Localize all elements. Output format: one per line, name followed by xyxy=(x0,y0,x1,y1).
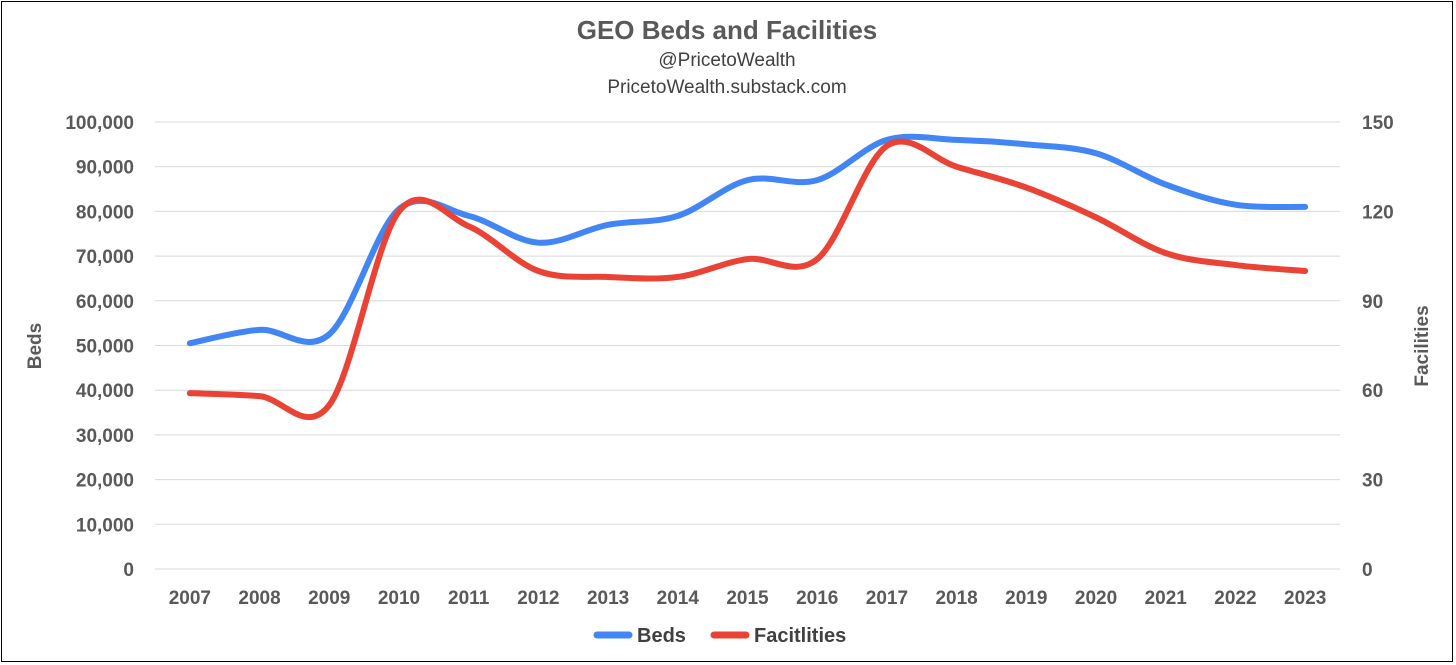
left-axis-title: Beds xyxy=(25,323,46,369)
left-tick-label: 80,000 xyxy=(76,202,134,223)
legend-label-beds: Beds xyxy=(637,625,686,647)
gridlines xyxy=(155,121,1340,570)
left-tick-label: 70,000 xyxy=(76,247,134,268)
x-tick-label: 2013 xyxy=(587,588,629,609)
legend-label-facilities: Facitlities xyxy=(754,625,846,647)
x-tick-label: 2021 xyxy=(1145,588,1188,609)
left-tick-label: 50,000 xyxy=(76,337,134,358)
x-tick-label: 2018 xyxy=(935,588,977,609)
right-axis-ticks: 0 30 60 90 120 150 xyxy=(1362,113,1394,581)
series-line-facilities xyxy=(186,138,1309,421)
right-axis-title: Facilities xyxy=(1412,305,1433,386)
left-tick-label: 20,000 xyxy=(76,471,134,492)
left-axis-ticks: 0 10,000 20,000 30,000 40,000 50,000 60,000 70,… xyxy=(65,113,134,581)
left-tick-label: 0 xyxy=(123,560,134,581)
x-tick-label: 2017 xyxy=(866,588,908,609)
left-tick-label: 10,000 xyxy=(76,515,134,536)
x-tick-label: 2010 xyxy=(378,588,420,609)
right-tick-label: 30 xyxy=(1362,471,1383,492)
left-tick-label: 30,000 xyxy=(76,426,134,447)
x-tick-label: 2011 xyxy=(448,588,490,609)
x-tick-label: 2009 xyxy=(308,588,350,609)
x-tick-label: 2007 xyxy=(169,588,211,609)
x-tick-label: 2019 xyxy=(1005,588,1047,609)
left-tick-label: 60,000 xyxy=(76,292,134,313)
right-tick-label: 0 xyxy=(1362,560,1373,581)
x-tick-label: 2023 xyxy=(1284,588,1326,609)
chart-subtitle-site: PricetoWealth.substack.com xyxy=(607,77,846,98)
left-tick-label: 100,000 xyxy=(65,113,134,134)
chart-title: GEO Beds and Facilities xyxy=(577,15,878,45)
series-line-beds xyxy=(186,133,1309,347)
x-tick-label: 2008 xyxy=(238,588,280,609)
right-tick-label: 150 xyxy=(1362,113,1394,134)
series-lines xyxy=(186,133,1309,421)
x-tick-label: 2020 xyxy=(1075,588,1117,609)
legend: Beds Facitlities xyxy=(593,625,846,647)
x-tick-label: 2014 xyxy=(657,588,700,609)
x-tick-label: 2016 xyxy=(796,588,838,609)
x-tick-label: 2012 xyxy=(517,588,559,609)
left-tick-label: 90,000 xyxy=(76,158,134,179)
right-tick-label: 90 xyxy=(1362,292,1383,313)
x-tick-label: 2015 xyxy=(726,588,769,609)
chart-subtitle-handle: @PricetoWealth xyxy=(658,50,795,71)
left-tick-label: 40,000 xyxy=(76,381,134,402)
right-tick-label: 60 xyxy=(1362,381,1383,402)
x-axis-ticks: 2007 2008 2009 2010 2011 2012 2013 2014 2015 2016… xyxy=(169,588,1327,609)
x-tick-label: 2022 xyxy=(1214,588,1256,609)
right-tick-label: 120 xyxy=(1362,202,1394,223)
